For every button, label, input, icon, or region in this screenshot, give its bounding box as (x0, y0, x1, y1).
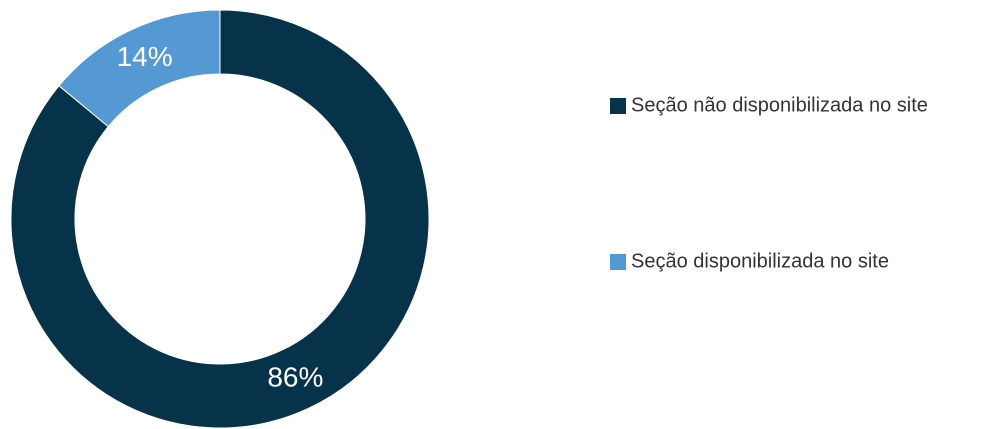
legend-swatch (610, 98, 626, 114)
donut-slice (58, 9, 221, 128)
value-label: 86% (267, 362, 323, 393)
legend-label: Seção disponibilizada no site (631, 250, 889, 272)
value-label: 14% (117, 41, 173, 72)
donut-slice (10, 9, 430, 429)
legend-swatch (610, 254, 626, 270)
legend-label: Seção não disponibilizada no site (631, 94, 928, 116)
